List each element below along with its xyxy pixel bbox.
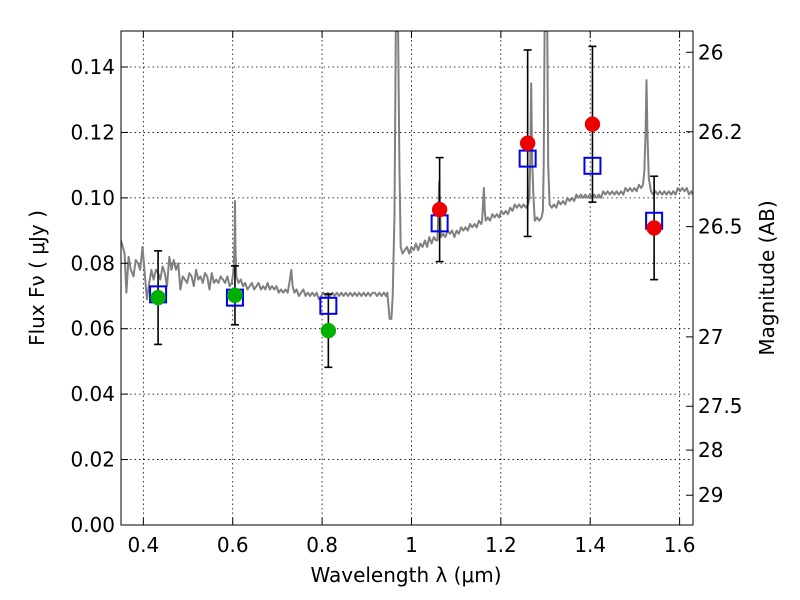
observed-flux-point [227,287,243,304]
y2-tick-label: 27 [698,325,723,349]
x-tick-label: 1.6 [664,533,696,557]
y2-tick-label: 26.5 [698,215,743,239]
y-tick-label: 0.14 [70,55,115,79]
observed-flux-point [519,135,536,151]
observed-flux-point [646,220,662,236]
x-tick-label: 1.4 [574,533,606,557]
model-flux-square [319,296,338,315]
y-axis-title: Flux Fν ( μJy ) [25,210,49,346]
observed-flux-point [320,322,337,339]
observed-flux-point [150,289,166,306]
model-flux-square [583,156,602,175]
x-tick-label: 0.8 [306,533,338,557]
y-tick-label: 0.08 [70,251,115,275]
data-area [121,31,693,369]
y2-tick-label: 26 [698,40,723,64]
x-tick-label: 1 [405,533,418,557]
y-tick-label: 0.12 [70,120,115,144]
y-tick-label: 0.04 [70,382,115,406]
y-tick-label: 0.02 [70,448,115,472]
y2-tick-label: 26.2 [698,120,743,144]
y2-tick-label: 27.5 [698,394,743,418]
y2-tick-label: 29 [698,483,723,507]
plot-frame [120,30,694,526]
observed-flux-point [584,116,601,132]
x-tick-label: 0.4 [127,533,159,557]
y2-axis-title: Magnitude (AB) [755,200,779,355]
model-spectrum-line [121,31,693,320]
observed-flux-point [431,201,448,218]
y-tick-label: 0.10 [70,186,115,210]
axis-ticks: 0.4 0.6 0.8 1 1.2 1.4 1.6 0.00 0.02 0.04 0.06 0.08 0… [70,31,743,557]
y-tick-label: 0.06 [70,317,115,341]
x-tick-label: 1.2 [485,533,517,557]
y2-tick-label: 28 [698,438,723,462]
y-tick-label: 0.00 [70,513,115,537]
x-axis-title: Wavelength λ (μm) [310,563,501,587]
x-tick-label: 0.6 [217,533,249,557]
